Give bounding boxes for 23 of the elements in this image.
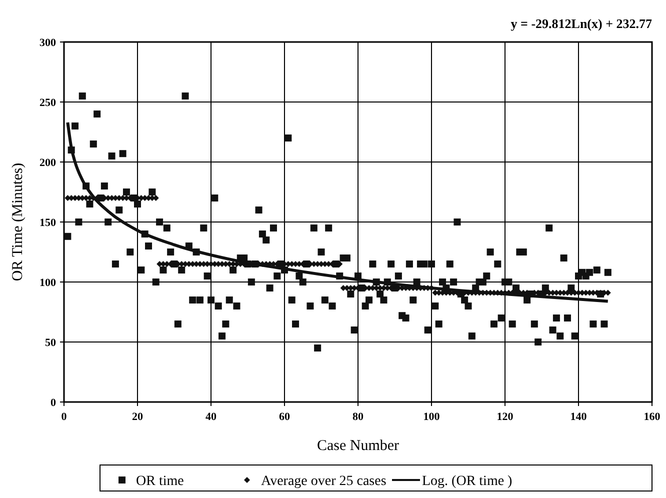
line-series xyxy=(66,120,610,303)
x-tick-label: 100 xyxy=(423,411,440,423)
text: y = -29.812Ln(x) + 232.77 xyxy=(510,16,652,31)
y-axis-title: OR Time (Minutes) xyxy=(10,162,26,282)
x-axis-title: Case Number xyxy=(316,438,400,454)
x-tick-label: 120 xyxy=(496,411,514,423)
x-tick-label: 80 xyxy=(352,411,364,423)
legend-label: OR time xyxy=(136,474,184,489)
x-tick-label: 0 xyxy=(61,411,68,423)
x-tick-label: 40 xyxy=(206,411,217,423)
legend-label: Average over 25 cases xyxy=(261,474,386,489)
y-tick-label: 250 xyxy=(40,96,56,109)
x-tick-label: 140 xyxy=(570,411,588,423)
x-tick-label: 60 xyxy=(279,411,290,423)
y-tick-label: 300 xyxy=(40,36,56,49)
y-tick-label: 150 xyxy=(40,216,56,229)
x-tick-label: 20 xyxy=(132,411,144,423)
y-tick-label: 200 xyxy=(40,156,56,169)
x-tick-label: 160 xyxy=(644,411,661,423)
legend-label: Log. (OR time ) xyxy=(422,474,513,489)
y-tick-label: 0 xyxy=(50,396,56,409)
y-tick-label: 50 xyxy=(45,336,56,349)
y-tick-label: 100 xyxy=(40,276,56,289)
